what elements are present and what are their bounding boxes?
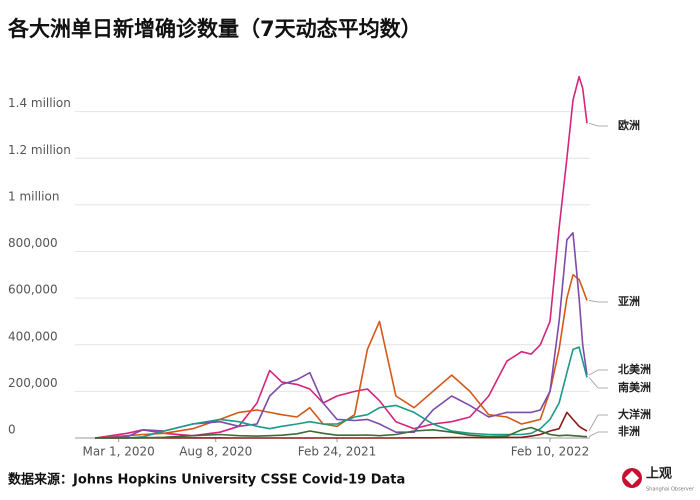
legend-label: 北美洲 — [618, 362, 651, 376]
y-tick-label: 1.2 million — [8, 143, 71, 157]
logo-text: 上观 — [646, 467, 672, 482]
legend-leader — [588, 300, 608, 303]
legend-leader — [588, 369, 608, 376]
source: 数据来源：Johns Hopkins University CSSE Covid… — [8, 472, 405, 488]
y-tick-label: 1 million — [8, 189, 59, 203]
legend-leader — [588, 414, 608, 432]
legend-label: 欧洲 — [618, 118, 640, 132]
legend-leader — [588, 377, 608, 389]
legend-label: 亚洲 — [618, 295, 640, 308]
logo: 上观 Shanghai Observer — [622, 467, 695, 493]
logo-subtitle: Shanghai Observer — [646, 487, 695, 493]
x-tick-label: Feb 10, 2022 — [511, 445, 590, 459]
y-tick-label: 400,000 — [8, 329, 58, 343]
series-line — [94, 274, 588, 439]
x-tick-label: Mar 1, 2020 — [83, 445, 155, 459]
legend-leader — [588, 122, 608, 127]
x-tick-label: Aug 8, 2020 — [179, 445, 252, 459]
series-line — [95, 346, 588, 439]
series-line — [95, 426, 588, 439]
series-line — [95, 411, 588, 439]
series-line — [94, 75, 588, 439]
legend-label: 南美洲 — [618, 380, 651, 394]
series-line — [94, 232, 588, 439]
chart-title: 各大洲单日新增确诊数量（7天动态平均数） — [7, 17, 422, 41]
legend-leader — [588, 431, 608, 437]
legend-label: 大洋洲 — [618, 407, 651, 421]
y-tick-label: 600,000 — [8, 283, 58, 297]
y-tick-label: 0 — [8, 423, 16, 437]
x-tick-label: Feb 24, 2021 — [298, 445, 377, 459]
logo-icon-inner — [624, 470, 640, 486]
y-tick-label: 200,000 — [8, 376, 58, 390]
y-tick-label: 800,000 — [8, 236, 58, 250]
y-tick-label: 1.4 million — [8, 96, 71, 110]
legend-label: 非洲 — [618, 424, 640, 438]
